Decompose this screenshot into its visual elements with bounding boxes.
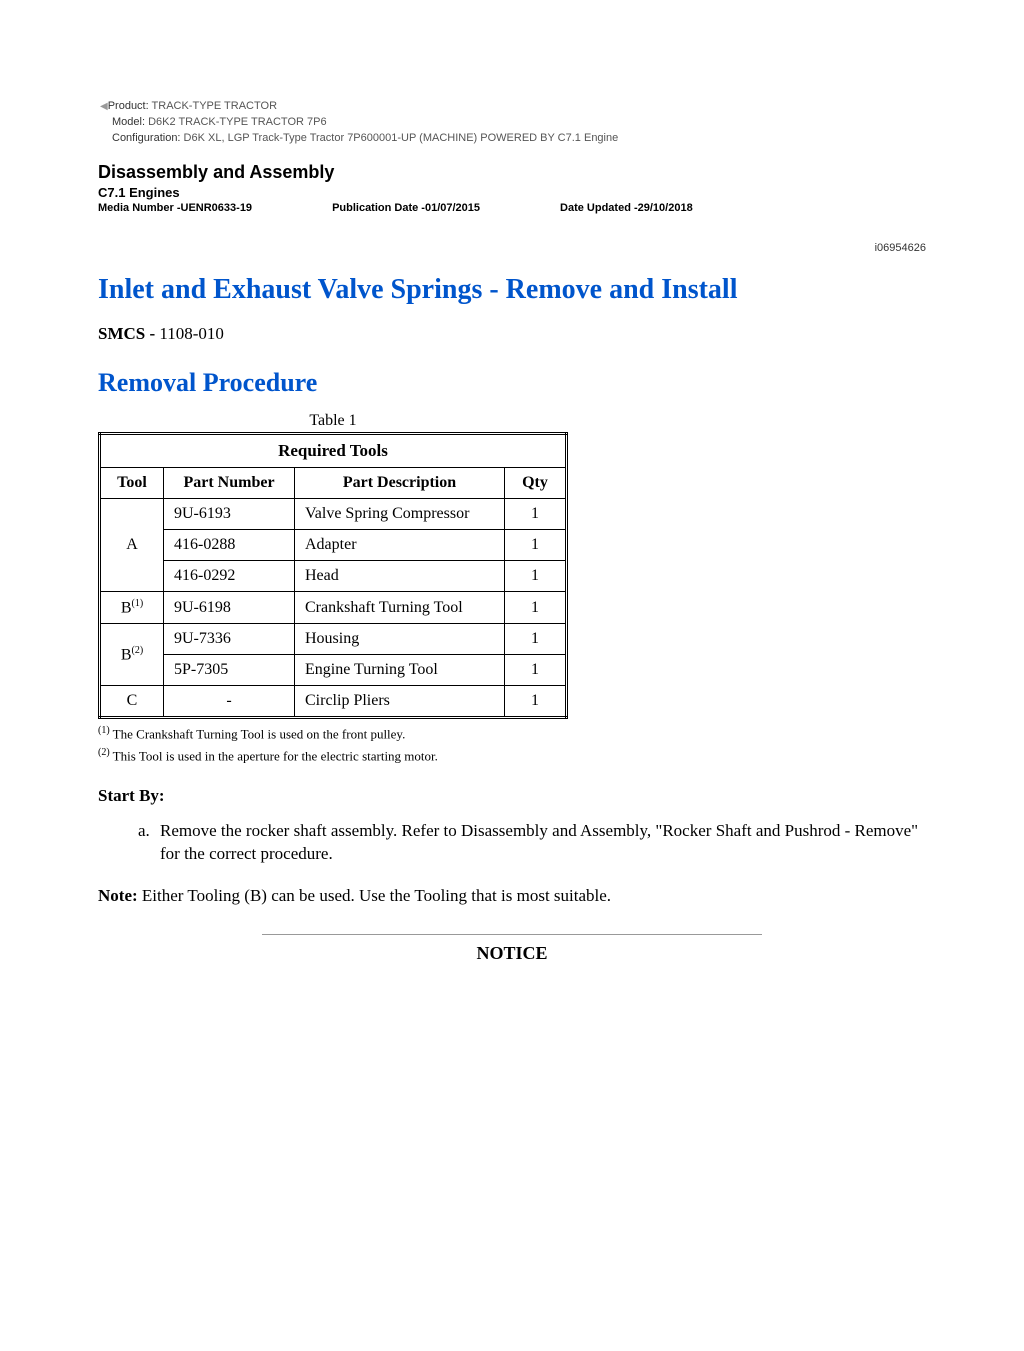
cell-desc: Adapter — [295, 530, 505, 561]
product-block: ◀Product: TRACK-TYPE TRACTOR Model: D6K2… — [98, 100, 926, 144]
table-row: B(2) 9U-7336 Housing 1 — [100, 624, 567, 655]
col-tool: Tool — [100, 468, 164, 499]
media-number: Media Number -UENR0633-19 — [98, 202, 252, 214]
footnote-1: (1) The Crankshaft Turning Tool is used … — [98, 725, 926, 742]
procedure-heading: Removal Procedure — [98, 368, 926, 398]
cell-pn: 9U-6198 — [164, 592, 295, 624]
product-line: ◀Product: TRACK-TYPE TRACTOR — [98, 100, 926, 112]
table-caption: Table 1 — [98, 412, 568, 430]
col-part-number: Part Number — [164, 468, 295, 499]
start-by-list: Remove the rocker shaft assembly. Refer … — [98, 820, 926, 866]
table-row: A 9U-6193 Valve Spring Compressor 1 — [100, 499, 567, 530]
model-label: Model: — [112, 116, 145, 128]
cell-pn: 9U-7336 — [164, 624, 295, 655]
cell-qty: 1 — [505, 624, 567, 655]
cell-qty: 1 — [505, 499, 567, 530]
publication-date: Publication Date -01/07/2015 — [332, 202, 480, 214]
notice-heading: NOTICE — [98, 943, 926, 964]
col-qty: Qty — [505, 468, 567, 499]
config-label: Configuration: — [112, 132, 181, 144]
cell-qty: 1 — [505, 655, 567, 686]
cell-tool: A — [100, 499, 164, 592]
table-row: 416-0288 Adapter 1 — [100, 530, 567, 561]
subtitle: C7.1 Engines — [98, 185, 926, 200]
table-row: C - Circlip Pliers 1 — [100, 686, 567, 718]
note-line: Note: Either Tooling (B) can be used. Us… — [98, 886, 926, 906]
model-line: Model: D6K2 TRACK-TYPE TRACTOR 7P6 — [98, 116, 926, 128]
document-id: i06954626 — [98, 242, 926, 254]
cell-tool: B(2) — [100, 624, 164, 686]
product-value: TRACK-TYPE TRACTOR — [149, 100, 277, 112]
config-line: Configuration: D6K XL, LGP Track-Type Tr… — [98, 132, 926, 144]
cell-pn: 416-0292 — [164, 561, 295, 592]
cell-pn: 5P-7305 — [164, 655, 295, 686]
cell-qty: 1 — [505, 561, 567, 592]
cell-pn: 9U-6193 — [164, 499, 295, 530]
cell-tool: B(1) — [100, 592, 164, 624]
page-title: Inlet and Exhaust Valve Springs - Remove… — [98, 274, 926, 306]
cell-qty: 1 — [505, 592, 567, 624]
model-value: D6K2 TRACK-TYPE TRACTOR 7P6 — [145, 116, 327, 128]
meta-row: Media Number -UENR0633-19 Publication Da… — [98, 202, 926, 214]
list-item: Remove the rocker shaft assembly. Refer … — [154, 820, 926, 866]
table-row: 5P-7305 Engine Turning Tool 1 — [100, 655, 567, 686]
cell-pn: 416-0288 — [164, 530, 295, 561]
smcs-label: SMCS - — [98, 324, 159, 343]
table-row: B(1) 9U-6198 Crankshaft Turning Tool 1 — [100, 592, 567, 624]
cell-desc: Crankshaft Turning Tool — [295, 592, 505, 624]
notice-divider — [262, 934, 762, 935]
config-value: D6K XL, LGP Track-Type Tractor 7P600001-… — [181, 132, 619, 144]
cell-desc: Engine Turning Tool — [295, 655, 505, 686]
smcs-line: SMCS - 1108-010 — [98, 324, 926, 344]
cell-desc: Valve Spring Compressor — [295, 499, 505, 530]
back-arrow-icon[interactable]: ◀ — [100, 101, 108, 112]
cell-qty: 1 — [505, 530, 567, 561]
cell-tool: C — [100, 686, 164, 718]
date-updated: Date Updated -29/10/2018 — [560, 202, 693, 214]
table-header-required: Required Tools — [100, 434, 567, 468]
product-label: Product: — [108, 100, 149, 112]
cell-pn: - — [164, 686, 295, 718]
note-text: Either Tooling (B) can be used. Use the … — [138, 886, 611, 905]
start-by-heading: Start By: — [98, 786, 926, 806]
smcs-code: 1108-010 — [159, 324, 224, 343]
note-label: Note: — [98, 886, 138, 905]
section-heading: Disassembly and Assembly — [98, 162, 926, 183]
table-row: 416-0292 Head 1 — [100, 561, 567, 592]
cell-desc: Head — [295, 561, 505, 592]
col-part-description: Part Description — [295, 468, 505, 499]
cell-qty: 1 — [505, 686, 567, 718]
cell-desc: Housing — [295, 624, 505, 655]
cell-desc: Circlip Pliers — [295, 686, 505, 718]
required-tools-table: Required Tools Tool Part Number Part Des… — [98, 432, 568, 719]
footnote-2: (2) This Tool is used in the aperture fo… — [98, 747, 926, 764]
